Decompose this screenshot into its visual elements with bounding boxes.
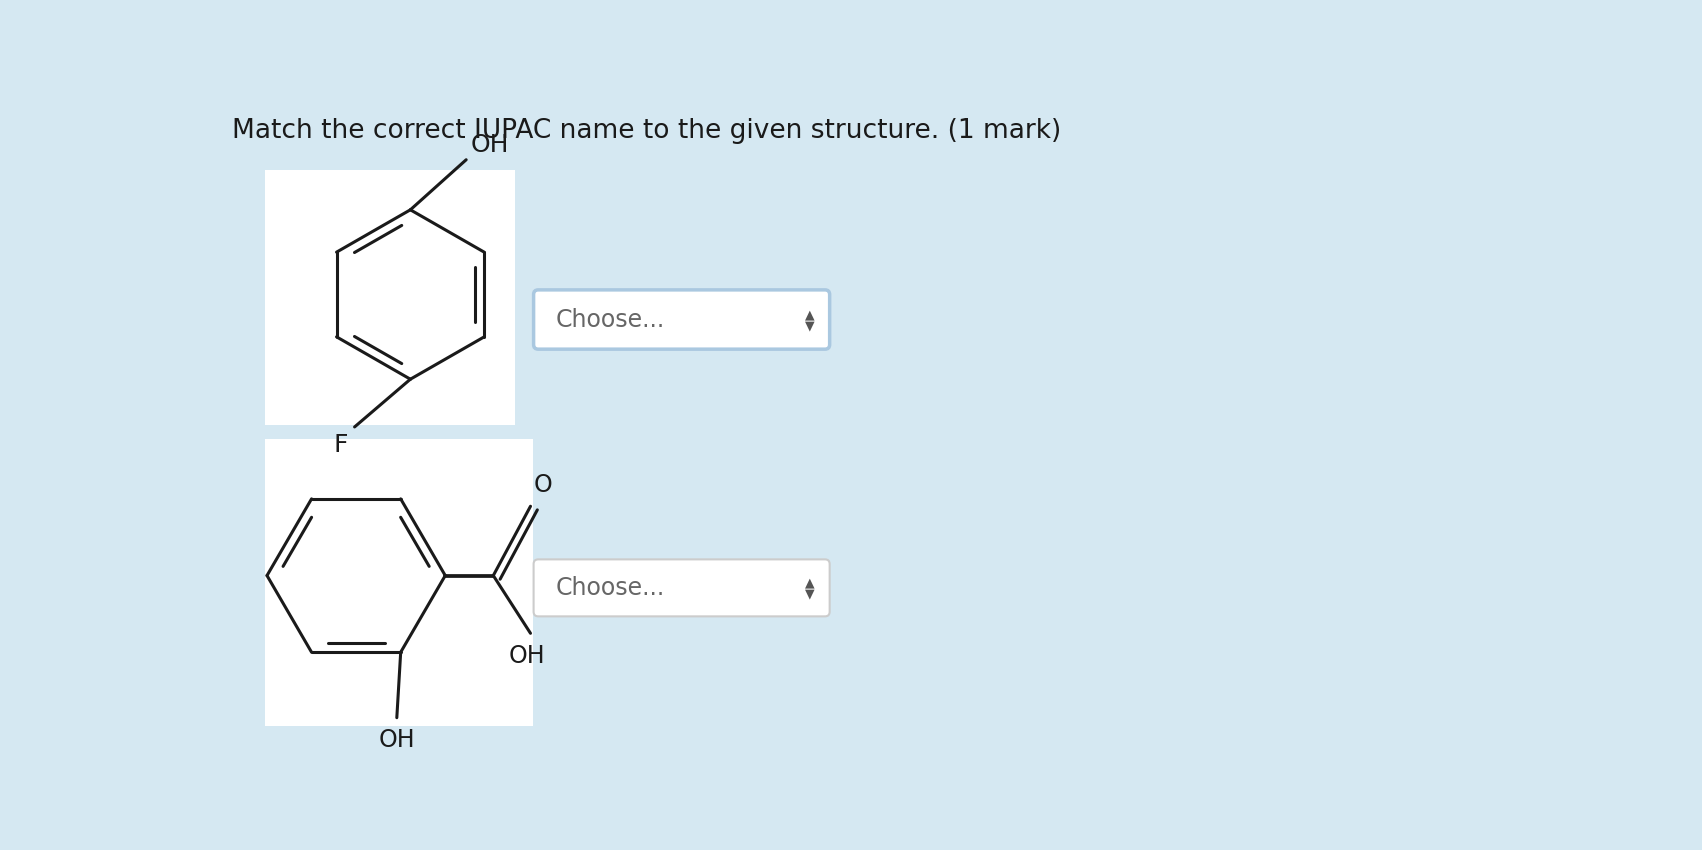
FancyBboxPatch shape — [266, 439, 533, 726]
Text: Choose...: Choose... — [555, 308, 664, 332]
Text: ▼: ▼ — [805, 320, 814, 332]
FancyBboxPatch shape — [534, 290, 829, 349]
Text: OH: OH — [471, 133, 509, 156]
Text: OH: OH — [509, 644, 545, 668]
FancyBboxPatch shape — [266, 170, 516, 425]
Text: OH: OH — [378, 728, 415, 752]
Text: ▲: ▲ — [805, 577, 814, 590]
Text: F: F — [334, 434, 349, 457]
Text: ▼: ▼ — [805, 587, 814, 601]
Text: O: O — [534, 473, 553, 497]
Text: ▲: ▲ — [805, 309, 814, 321]
Text: Match the correct IUPAC name to the given structure. (1 mark): Match the correct IUPAC name to the give… — [231, 118, 1062, 144]
FancyBboxPatch shape — [534, 559, 829, 616]
Text: Choose...: Choose... — [555, 575, 664, 600]
